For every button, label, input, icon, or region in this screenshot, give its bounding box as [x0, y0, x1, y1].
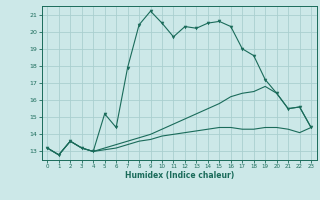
X-axis label: Humidex (Indice chaleur): Humidex (Indice chaleur)	[124, 171, 234, 180]
